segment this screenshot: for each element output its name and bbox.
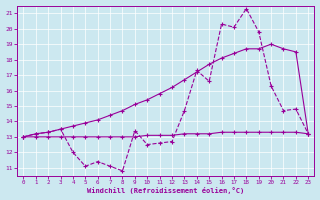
X-axis label: Windchill (Refroidissement éolien,°C): Windchill (Refroidissement éolien,°C) (87, 187, 244, 194)
